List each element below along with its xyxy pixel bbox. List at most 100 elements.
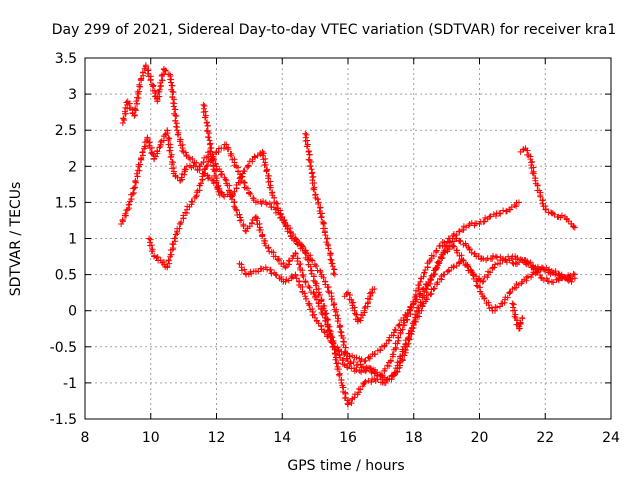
data-point bbox=[468, 267, 475, 274]
y-tick-label: 2 bbox=[68, 159, 77, 175]
data-point bbox=[273, 272, 280, 279]
data-point bbox=[444, 244, 451, 251]
data-point bbox=[451, 243, 458, 250]
data-point bbox=[441, 271, 448, 278]
data-point bbox=[303, 131, 310, 138]
data-point bbox=[362, 357, 369, 364]
data-point bbox=[146, 139, 153, 146]
data-point bbox=[570, 270, 577, 277]
data-point bbox=[336, 372, 343, 379]
data-point bbox=[132, 184, 139, 191]
plot-frame bbox=[84, 57, 612, 420]
data-point bbox=[389, 351, 396, 358]
series-track-g bbox=[200, 101, 224, 199]
data-point bbox=[136, 88, 143, 95]
data-point bbox=[272, 271, 279, 278]
data-point bbox=[511, 307, 518, 314]
data-point bbox=[203, 163, 210, 170]
data-point bbox=[273, 200, 280, 207]
data-point bbox=[208, 157, 215, 164]
x-tick-label: 20 bbox=[471, 430, 489, 446]
data-point bbox=[268, 270, 275, 277]
data-point bbox=[464, 263, 471, 270]
data-point bbox=[236, 211, 243, 218]
data-point bbox=[285, 257, 292, 264]
data-point bbox=[171, 106, 178, 113]
data-point bbox=[148, 150, 155, 157]
data-point bbox=[530, 170, 537, 177]
data-point bbox=[331, 351, 338, 358]
data-point bbox=[294, 258, 301, 265]
data-point bbox=[330, 270, 337, 277]
data-point bbox=[131, 184, 138, 191]
data-point bbox=[169, 88, 176, 95]
data-point bbox=[167, 76, 174, 83]
data-point bbox=[441, 239, 448, 246]
data-point bbox=[136, 81, 143, 88]
data-point bbox=[394, 340, 401, 347]
data-point bbox=[144, 70, 151, 77]
data-point bbox=[132, 112, 139, 119]
data-point bbox=[342, 344, 349, 351]
y-tick-label: -0.5 bbox=[50, 340, 77, 356]
y-tick-label: 2.5 bbox=[55, 123, 77, 139]
y-tick-label: -1 bbox=[63, 376, 77, 392]
data-point bbox=[293, 236, 300, 243]
data-point bbox=[515, 259, 522, 266]
data-point bbox=[278, 261, 285, 268]
data-point bbox=[529, 170, 536, 177]
data-point bbox=[139, 69, 146, 76]
data-point bbox=[427, 291, 434, 298]
data-point bbox=[266, 200, 273, 207]
data-point bbox=[157, 139, 164, 146]
data-point bbox=[482, 214, 489, 221]
data-point bbox=[313, 263, 320, 270]
data-point bbox=[447, 239, 454, 246]
data-point bbox=[322, 232, 329, 239]
data-point bbox=[341, 351, 348, 358]
data-point bbox=[350, 359, 357, 366]
data-point bbox=[168, 153, 175, 160]
data-point bbox=[263, 201, 270, 208]
data-point bbox=[510, 301, 517, 308]
data-point bbox=[569, 276, 576, 283]
data-point bbox=[335, 317, 342, 324]
series-track-e bbox=[517, 145, 578, 231]
y-tick-label: 0.5 bbox=[55, 268, 77, 284]
data-point bbox=[343, 290, 350, 297]
data-point bbox=[306, 302, 313, 309]
data-point bbox=[144, 135, 151, 142]
data-point bbox=[266, 248, 273, 255]
data-point bbox=[329, 263, 336, 270]
data-point bbox=[412, 316, 419, 323]
y-tick-label: 3.5 bbox=[55, 51, 77, 67]
data-point bbox=[521, 257, 528, 264]
data-point bbox=[203, 119, 210, 126]
data-point bbox=[331, 343, 338, 350]
data-point bbox=[132, 177, 139, 184]
data-point bbox=[304, 137, 311, 144]
data-point bbox=[299, 244, 306, 251]
data-point bbox=[217, 171, 224, 178]
data-point bbox=[344, 350, 351, 357]
data-point bbox=[431, 285, 438, 292]
data-point bbox=[400, 343, 407, 350]
data-point bbox=[292, 235, 299, 242]
data-point bbox=[180, 212, 187, 219]
data-point bbox=[301, 290, 308, 297]
data-point bbox=[542, 206, 549, 213]
data-point bbox=[205, 175, 212, 182]
data-point bbox=[238, 217, 245, 224]
data-point bbox=[337, 323, 344, 330]
data-point bbox=[240, 223, 247, 230]
data-point bbox=[361, 305, 368, 312]
data-point bbox=[145, 67, 152, 74]
data-point bbox=[311, 186, 318, 193]
data-point bbox=[350, 299, 357, 306]
data-point bbox=[363, 364, 370, 371]
data-point bbox=[571, 224, 578, 231]
data-point bbox=[231, 199, 238, 206]
data-point bbox=[480, 255, 487, 262]
data-point bbox=[170, 100, 177, 107]
